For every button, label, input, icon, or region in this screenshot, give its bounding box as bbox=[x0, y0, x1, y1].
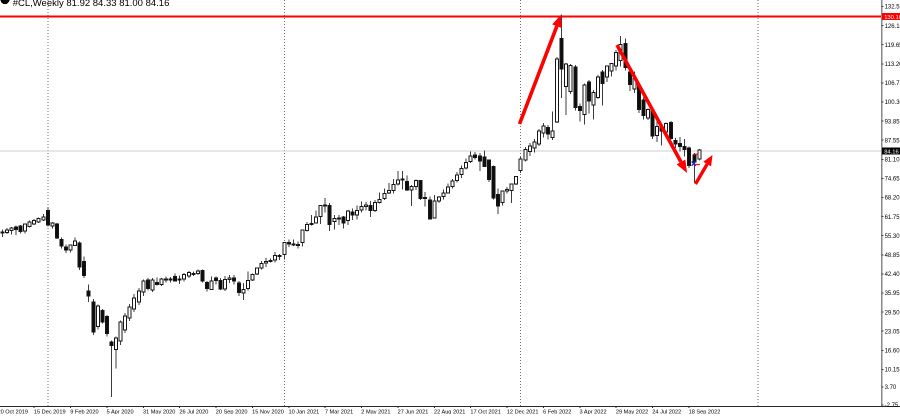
svg-text:3.70: 3.70 bbox=[885, 385, 897, 391]
svg-text:61.75: 61.75 bbox=[885, 215, 900, 221]
svg-text:10.15: 10.15 bbox=[885, 368, 900, 374]
svg-text:6 Feb 2022: 6 Feb 2022 bbox=[543, 409, 571, 414]
svg-text:27 Jun 2021: 27 Jun 2021 bbox=[398, 409, 429, 414]
svg-text:29.50: 29.50 bbox=[885, 310, 900, 316]
svg-text:#CL,Weekly 81.92 84.33 81.00: #CL,Weekly 81.92 84.33 81.00 84.16 bbox=[13, 0, 170, 9]
svg-text:10 Jan 2021: 10 Jan 2021 bbox=[289, 409, 320, 414]
svg-text:9 Feb 2020: 9 Feb 2020 bbox=[70, 409, 98, 414]
svg-text:17 Oct 2021: 17 Oct 2021 bbox=[470, 409, 500, 414]
svg-text:113.20: 113.20 bbox=[885, 62, 900, 68]
svg-text:68.20: 68.20 bbox=[885, 196, 900, 202]
svg-text:18 Sep 2022: 18 Sep 2022 bbox=[689, 409, 721, 414]
svg-text:15 Dec 2019: 15 Dec 2019 bbox=[34, 409, 66, 414]
svg-text:12 Dec 2021: 12 Dec 2021 bbox=[507, 409, 539, 414]
svg-text:-2.75: -2.75 bbox=[885, 403, 899, 409]
svg-text:7 Mar 2021: 7 Mar 2021 bbox=[325, 409, 353, 414]
svg-text:93.85: 93.85 bbox=[885, 119, 900, 125]
svg-text:22 Aug 2021: 22 Aug 2021 bbox=[434, 409, 465, 414]
svg-text:20 Sep 2020: 20 Sep 2020 bbox=[216, 409, 248, 414]
svg-text:29 May 2022: 29 May 2022 bbox=[616, 409, 648, 414]
svg-text:42.40: 42.40 bbox=[885, 272, 900, 278]
svg-text:2 May 2021: 2 May 2021 bbox=[361, 409, 390, 414]
svg-text:26 Jul 2020: 26 Jul 2020 bbox=[179, 409, 208, 414]
svg-text:119.65: 119.65 bbox=[885, 43, 900, 49]
svg-text:20 Oct 2019: 20 Oct 2019 bbox=[0, 409, 28, 414]
svg-text:126.10: 126.10 bbox=[885, 24, 900, 30]
svg-text:24 Jul 2022: 24 Jul 2022 bbox=[652, 409, 681, 414]
svg-text:16.60: 16.60 bbox=[885, 349, 900, 355]
svg-text:100.30: 100.30 bbox=[885, 100, 900, 106]
svg-text:23.05: 23.05 bbox=[885, 329, 900, 335]
svg-text:132.55: 132.55 bbox=[885, 5, 900, 11]
svg-text:15 Nov 2020: 15 Nov 2020 bbox=[252, 409, 284, 414]
svg-text:3 Apr 2022: 3 Apr 2022 bbox=[580, 409, 607, 414]
svg-text:74.65: 74.65 bbox=[885, 177, 900, 183]
svg-text:106.75: 106.75 bbox=[885, 81, 900, 87]
svg-text:81.10: 81.10 bbox=[885, 158, 900, 164]
svg-text:87.55: 87.55 bbox=[885, 138, 900, 144]
svg-text:55.30: 55.30 bbox=[885, 234, 900, 240]
svg-text:31 May 2020: 31 May 2020 bbox=[143, 409, 175, 414]
svg-text:48.85: 48.85 bbox=[885, 253, 900, 259]
svg-text:5 Apr 2020: 5 Apr 2020 bbox=[107, 409, 134, 414]
svg-text:35.95: 35.95 bbox=[885, 291, 900, 297]
svg-text:84.16: 84.16 bbox=[884, 149, 899, 155]
svg-text:130.16: 130.16 bbox=[884, 15, 900, 21]
